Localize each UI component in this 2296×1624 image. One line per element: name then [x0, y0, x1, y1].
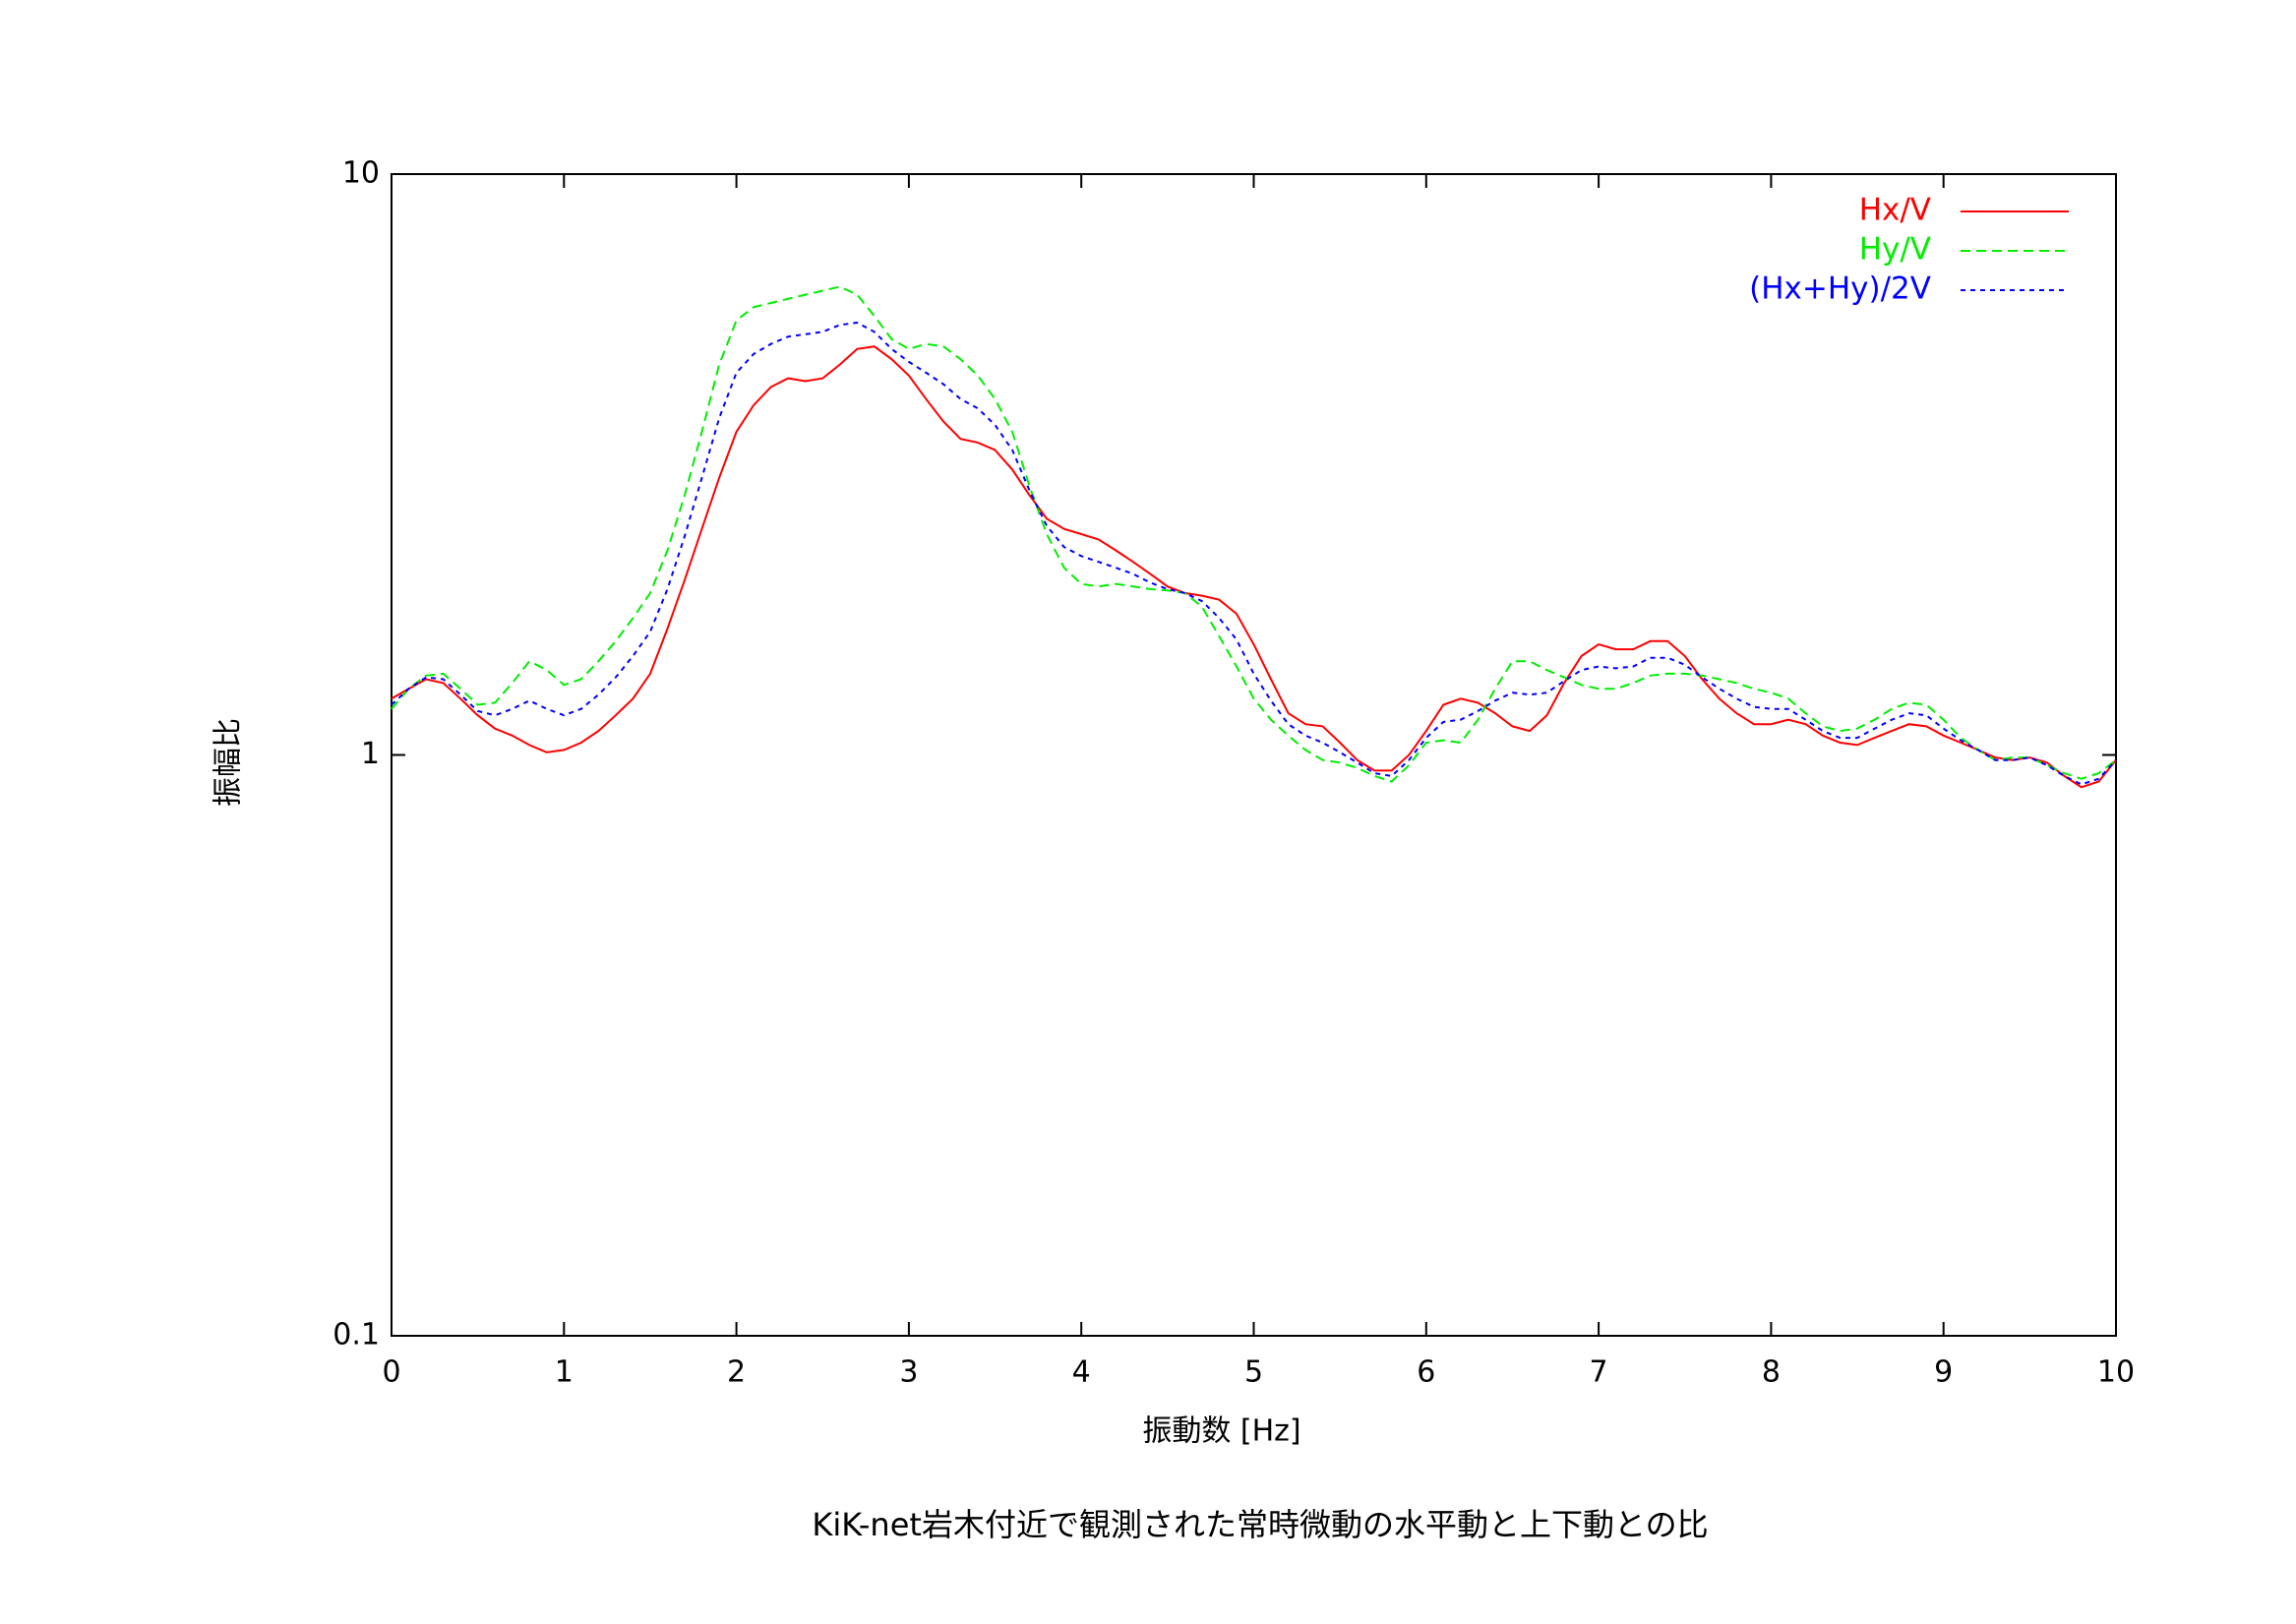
x-tick-label: 10 [2097, 1355, 2135, 1390]
data-line [391, 321, 2117, 786]
data-line [391, 345, 2117, 789]
legend-label: Hy/V [1859, 232, 1931, 268]
chart-title: KiK-net岩木付近で観測された常時微動の水平動と上下動との比 [812, 1506, 1708, 1543]
y-tick-label: 10 [342, 156, 380, 191]
y-tick-label: 1 [361, 737, 380, 771]
x-tick-label: 9 [1934, 1355, 1953, 1390]
plot-frame [391, 173, 2117, 1337]
x-tick-label: 7 [1590, 1355, 1608, 1390]
x-tick-label: 8 [1762, 1355, 1781, 1390]
x-tick-label: 5 [1244, 1355, 1263, 1390]
x-tick-label: 1 [555, 1355, 574, 1390]
legend-label: (Hx+Hy)/2V [1749, 271, 1931, 307]
x-tick-label: 3 [899, 1355, 918, 1390]
x-tick-label: 6 [1417, 1355, 1435, 1390]
x-tick-label: 4 [1072, 1355, 1091, 1390]
x-tick-label: 0 [382, 1355, 400, 1390]
legend-label: Hx/V [1859, 193, 1931, 228]
y-axis-label: 振幅比 [211, 718, 246, 807]
data-line [391, 285, 2117, 783]
x-axis-label: 振動数 [Hz] [1142, 1414, 1300, 1449]
y-tick-label: 0.1 [332, 1318, 380, 1353]
x-tick-label: 2 [727, 1355, 746, 1390]
